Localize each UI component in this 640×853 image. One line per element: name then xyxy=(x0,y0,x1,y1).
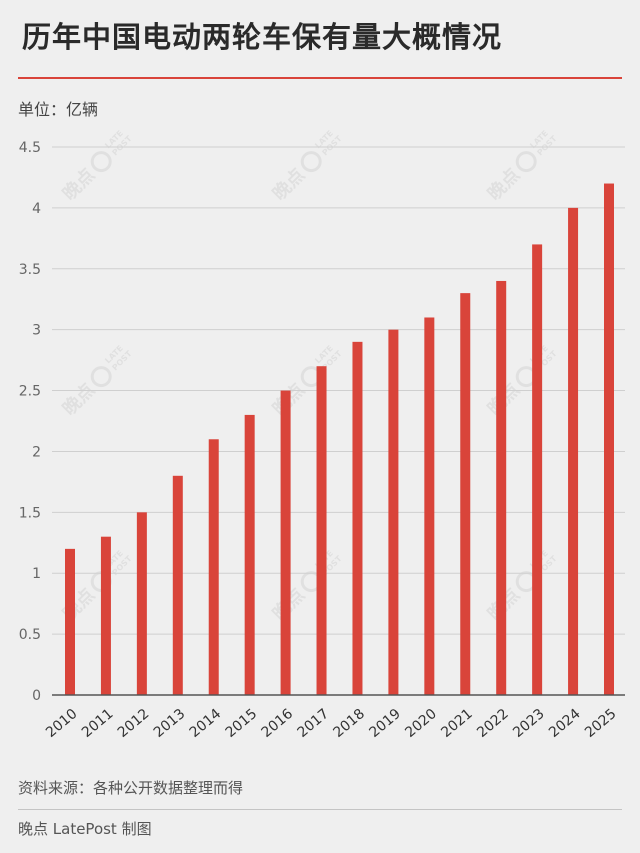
bar-2024 xyxy=(568,207,579,695)
unit-label: 单位：亿辆 xyxy=(18,100,99,119)
x-tick-label: 2020 xyxy=(402,706,440,741)
x-tick-label: 2013 xyxy=(151,706,189,741)
source-note: 资料来源：各种公开数据整理而得 xyxy=(18,779,244,797)
x-tick-label: 2024 xyxy=(546,706,584,741)
x-tick-label: 2017 xyxy=(295,706,333,741)
bar-2012 xyxy=(136,512,147,695)
grid-lines xyxy=(52,146,625,635)
bar-2013 xyxy=(172,475,183,695)
watermark-text: 晚点 xyxy=(58,379,99,420)
y-axis-ticks: 0 0.5 1 1.5 2 2.5 3 3.5 4 4.5 xyxy=(19,140,41,704)
y-tick-label: 1 xyxy=(32,566,41,582)
y-tick-label: 4 xyxy=(32,201,41,217)
x-tick-label: 2011 xyxy=(79,706,117,741)
y-tick-label: 2 xyxy=(32,444,41,460)
y-tick-label: 0.5 xyxy=(19,627,41,643)
bar-2014 xyxy=(208,439,219,695)
watermark-text: 晚点 xyxy=(268,164,309,205)
watermark-circle xyxy=(90,366,112,388)
bar-2025 xyxy=(604,183,614,696)
y-tick-label: 0 xyxy=(32,688,41,704)
x-tick-label: 2018 xyxy=(330,706,368,741)
bar-2022 xyxy=(496,280,507,695)
bar-2020 xyxy=(424,317,435,695)
bar-2010 xyxy=(65,548,75,695)
bars xyxy=(65,183,614,696)
bar-2023 xyxy=(532,244,543,695)
footer-divider xyxy=(18,809,622,810)
bar-2019 xyxy=(388,329,399,695)
bar-2018 xyxy=(352,341,363,695)
bar-2015 xyxy=(244,414,255,695)
x-tick-label: 2010 xyxy=(43,706,81,741)
x-tick-label: 2021 xyxy=(438,706,476,741)
y-tick-label: 3 xyxy=(32,323,41,339)
watermark-circle xyxy=(515,151,537,173)
x-tick-label: 2025 xyxy=(582,706,620,741)
watermark-text: 晚点 xyxy=(483,164,524,205)
watermark-text: 晚点 xyxy=(58,164,99,205)
y-tick-label: 2.5 xyxy=(19,384,41,400)
x-tick-label: 2014 xyxy=(187,706,225,741)
watermark-circle xyxy=(90,151,112,173)
chart-title: 历年中国电动两轮车保有量大概情况 xyxy=(22,20,503,54)
x-tick-label: 2012 xyxy=(115,706,153,741)
watermark-text: 晚点 xyxy=(58,584,99,625)
x-tick-label: 2015 xyxy=(223,706,261,741)
x-tick-label: 2019 xyxy=(366,706,404,741)
title-divider xyxy=(18,77,622,79)
x-axis-ticks: 2010201120122013201420152016201720182019… xyxy=(43,706,620,741)
watermark-circle xyxy=(300,151,322,173)
x-tick-label: 2022 xyxy=(474,706,512,741)
bar-2011 xyxy=(100,536,111,695)
y-tick-label: 3.5 xyxy=(19,262,41,278)
bar-2017 xyxy=(316,366,327,695)
y-tick-label: 1.5 xyxy=(19,505,41,521)
x-tick-label: 2023 xyxy=(510,706,548,741)
y-tick-label: 4.5 xyxy=(19,140,41,156)
x-tick-label: 2016 xyxy=(259,706,297,741)
credit-line: 晚点 LatePost 制图 xyxy=(18,820,152,838)
bar-2016 xyxy=(280,390,291,695)
bar-2021 xyxy=(460,293,471,695)
